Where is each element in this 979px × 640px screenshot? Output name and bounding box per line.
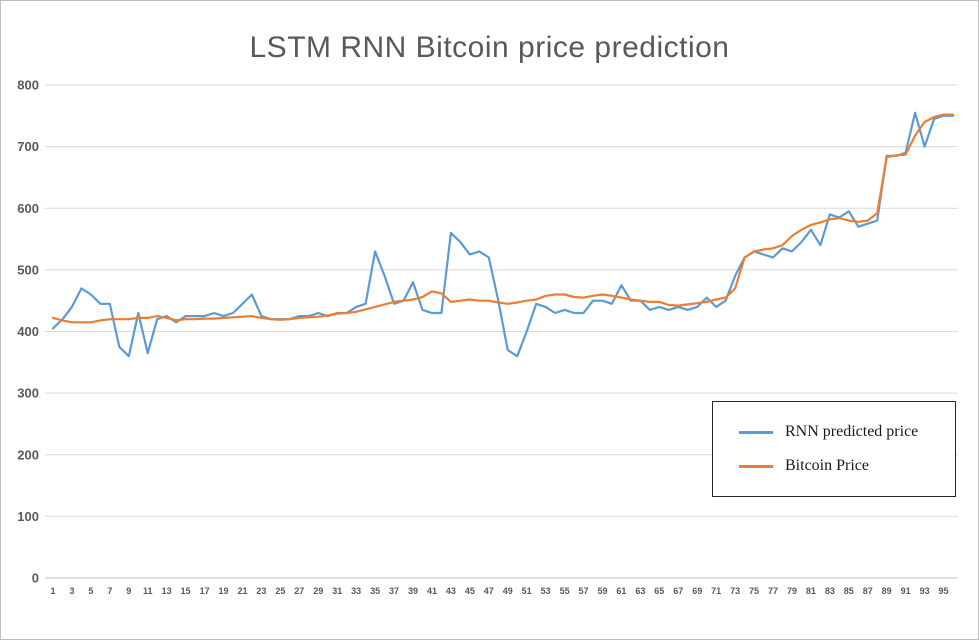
x-tick-label: 73: [730, 586, 740, 596]
x-tick-label: 51: [522, 586, 532, 596]
x-tick-label: 67: [673, 586, 683, 596]
series-line-rnn-predicted: [51, 111, 955, 358]
x-tick-label: 61: [616, 586, 626, 596]
x-tick-label: 43: [446, 586, 456, 596]
x-tick-label: 23: [256, 586, 266, 596]
chart-title: LSTM RNN Bitcoin price prediction: [249, 31, 730, 64]
x-tick-label: 39: [408, 586, 418, 596]
x-tick-label: 15: [181, 586, 191, 596]
x-tick-label: 7: [107, 586, 112, 596]
x-tick-label: 69: [692, 586, 702, 596]
x-tick-label: 31: [332, 586, 342, 596]
x-tick-label: 11: [143, 586, 153, 596]
x-tick-label: 89: [882, 586, 892, 596]
x-tick-label: 1: [50, 586, 55, 596]
y-tick-label: 500: [17, 262, 39, 277]
x-tick-label: 91: [901, 586, 911, 596]
x-tick-label: 49: [503, 586, 513, 596]
x-tick-label: 13: [162, 586, 172, 596]
x-tick-label: 63: [635, 586, 645, 596]
legend-box: RNN predicted price Bitcoin Price: [712, 401, 956, 497]
x-tick-label: 19: [219, 586, 229, 596]
x-tick-label: 5: [88, 586, 93, 596]
x-tick-label: 37: [389, 586, 399, 596]
x-tick-label: 41: [427, 586, 437, 596]
legend-item-bitcoin: Bitcoin Price: [739, 457, 955, 475]
x-tick-label: 33: [351, 586, 361, 596]
x-tick-label: 77: [768, 586, 778, 596]
x-tick-label: 57: [579, 586, 589, 596]
y-tick-label: 400: [17, 324, 39, 339]
x-tick-label: 53: [541, 586, 551, 596]
x-tick-label: 29: [313, 586, 323, 596]
x-tick-label: 3: [69, 586, 74, 596]
x-tick-label: 35: [370, 586, 380, 596]
x-tick-label: 21: [237, 586, 247, 596]
x-tick-label: 79: [787, 586, 797, 596]
legend-swatch-rnn-line: [739, 430, 773, 434]
x-tick-label: 81: [806, 586, 816, 596]
legend-swatch-bitcoin-line: [739, 464, 773, 468]
series-line-bitcoin-price: [51, 113, 955, 324]
x-tick-label: 95: [939, 586, 949, 596]
x-tick-label: 17: [200, 586, 210, 596]
legend-item-rnn: RNN predicted price: [739, 423, 955, 441]
x-tick-label: 87: [863, 586, 873, 596]
y-tick-label: 800: [17, 78, 39, 93]
x-tick-label: 55: [560, 586, 570, 596]
y-tick-label: 100: [17, 509, 39, 524]
y-tick-label: 700: [17, 139, 39, 154]
y-tick-label: 200: [17, 447, 39, 462]
x-tick-label: 59: [597, 586, 607, 596]
y-tick-label: 300: [17, 386, 39, 401]
y-tick-label: 0: [32, 571, 39, 586]
x-tick-label: 85: [844, 586, 854, 596]
y-tick-label: 600: [17, 201, 39, 216]
x-tick-label: 45: [465, 586, 475, 596]
x-tick-label: 93: [920, 586, 930, 596]
legend-label-rnn: RNN predicted price: [785, 423, 919, 440]
x-tick-label: 83: [825, 586, 835, 596]
x-tick-label: 25: [275, 586, 285, 596]
legend-label-bitcoin: Bitcoin Price: [785, 457, 869, 474]
x-tick-label: 9: [126, 586, 131, 596]
x-tick-label: 47: [484, 586, 494, 596]
x-tick-label: 71: [711, 586, 721, 596]
x-tick-label: 27: [294, 586, 304, 596]
x-tick-label: 65: [654, 586, 664, 596]
x-tick-label: 75: [749, 586, 759, 596]
